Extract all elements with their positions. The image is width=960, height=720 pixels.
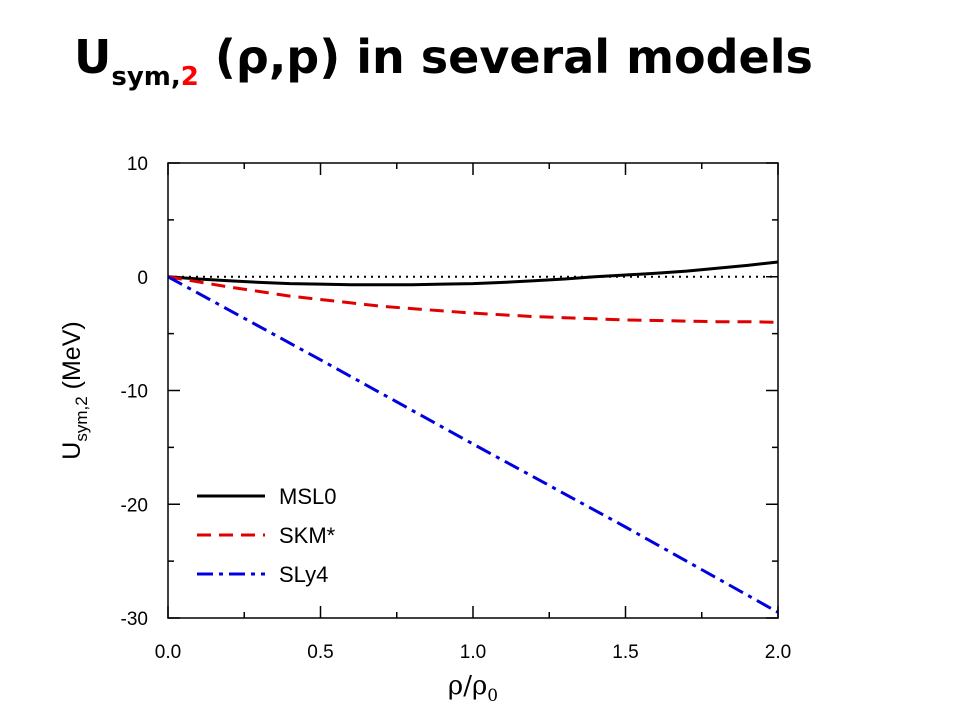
title-rest: (ρ,p) in several models <box>198 30 813 84</box>
slide-title: Usym,2 (ρ,p) in several models <box>74 30 813 92</box>
y-axis-label-main: U <box>58 442 86 460</box>
x-axis-label-sub: 0 <box>487 686 498 706</box>
title-sub-text: sym, <box>111 62 181 92</box>
tick-marks <box>167 162 779 619</box>
y-axis-label-sub: sym,2 <box>72 396 91 441</box>
x-tick-label: 1.0 <box>460 642 486 663</box>
series-layer <box>167 260 779 614</box>
series-line-skm <box>167 275 779 324</box>
title-subscript: sym,2 <box>111 62 199 92</box>
y-axis-label-unit: (MeV) <box>58 321 86 396</box>
y-tick-label: -10 <box>121 382 148 403</box>
y-tick-label: -30 <box>121 609 148 630</box>
x-tick-labels: 0.0 0.5 1.0 1.5 2.0 <box>155 642 791 663</box>
title-main: U <box>74 30 112 84</box>
legend-label: SKM* <box>279 523 336 548</box>
series-line-msl0 <box>167 260 779 287</box>
legend-label: MSL0 <box>279 484 336 509</box>
legend-label: SLy4 <box>279 562 328 587</box>
series-line-sly4 <box>167 275 779 614</box>
x-axis-label-main: ρ/ρ <box>448 671 487 701</box>
x-axis-label: ρ/ρ0 <box>448 671 498 706</box>
legend: MSL0 SKM* SLy4 <box>197 484 336 587</box>
y-tick-label: -20 <box>121 495 148 516</box>
title-sub-highlight: 2 <box>180 62 199 92</box>
y-axis-label: Usym,2 (MeV) <box>58 321 91 459</box>
x-tick-label: 0.5 <box>307 642 333 663</box>
y-tick-label: 0 <box>137 268 148 289</box>
x-tick-label: 0.0 <box>155 642 181 663</box>
y-tick-labels: 10 0 -10 -20 -30 <box>121 154 148 630</box>
plot-frame <box>167 162 779 619</box>
x-tick-label: 1.5 <box>612 642 638 663</box>
x-tick-label: 2.0 <box>765 642 791 663</box>
y-tick-label: 10 <box>127 154 148 175</box>
